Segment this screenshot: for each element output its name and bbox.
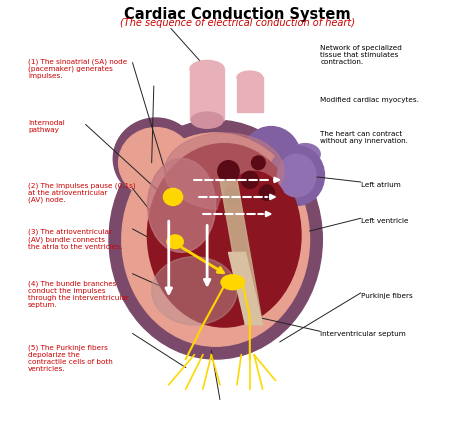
Text: Left atrium: Left atrium [361, 182, 401, 188]
Ellipse shape [122, 133, 310, 346]
Polygon shape [220, 180, 263, 325]
Ellipse shape [190, 60, 224, 77]
Ellipse shape [164, 133, 284, 210]
Ellipse shape [147, 158, 216, 253]
Text: (1) The sinoatrial (SA) node
(pacemaker) generates
impulses.: (1) The sinoatrial (SA) node (pacemaker)… [28, 58, 127, 79]
Text: (3) The atrioventricular
(AV) bundle connects
the atria to the ventricles.: (3) The atrioventricular (AV) bundle con… [28, 229, 122, 250]
Text: Left ventricle: Left ventricle [361, 218, 408, 224]
Ellipse shape [237, 71, 263, 84]
Text: Interventricular septum: Interventricular septum [320, 331, 406, 337]
Ellipse shape [164, 188, 182, 205]
Circle shape [226, 190, 239, 204]
Text: (5) The Purkinje fibers
depolarize the
contractile cells of both
ventricles.: (5) The Purkinje fibers depolarize the c… [28, 344, 113, 372]
Ellipse shape [241, 127, 301, 190]
Ellipse shape [291, 144, 320, 165]
Ellipse shape [147, 144, 301, 327]
Text: Network of specialized
tissue that stimulates
contraction.: Network of specialized tissue that stimu… [320, 45, 402, 65]
Ellipse shape [278, 154, 316, 197]
Polygon shape [228, 253, 263, 325]
Text: The heart can contract
without any innervation.: The heart can contract without any inner… [320, 131, 408, 144]
Ellipse shape [152, 257, 237, 325]
Text: (4) The bundle branches
conduct the impulses
through the interventricular
septum: (4) The bundle branches conduct the impu… [28, 280, 129, 308]
Text: (The sequence of electrical conduction of heart): (The sequence of electrical conduction o… [119, 18, 355, 28]
Ellipse shape [113, 118, 199, 199]
Text: Modified cardiac myocytes.: Modified cardiac myocytes. [320, 97, 419, 103]
Ellipse shape [216, 171, 292, 291]
Polygon shape [190, 69, 224, 120]
Ellipse shape [191, 112, 223, 128]
Text: (2) The impulses pause (0.1s)
at the atrioventricular
(AV) node.: (2) The impulses pause (0.1s) at the atr… [28, 182, 136, 203]
Polygon shape [237, 77, 263, 112]
Circle shape [218, 160, 239, 182]
Text: Purkinje fibers: Purkinje fibers [361, 293, 412, 299]
Ellipse shape [167, 235, 183, 249]
Circle shape [241, 171, 258, 188]
Ellipse shape [109, 120, 322, 359]
Circle shape [252, 156, 265, 169]
Ellipse shape [269, 146, 325, 205]
Text: Cardiac Conduction System: Cardiac Conduction System [124, 7, 350, 22]
Ellipse shape [118, 128, 193, 198]
Circle shape [259, 185, 274, 200]
Ellipse shape [221, 275, 245, 290]
Text: Internodal
pathway: Internodal pathway [28, 120, 65, 133]
